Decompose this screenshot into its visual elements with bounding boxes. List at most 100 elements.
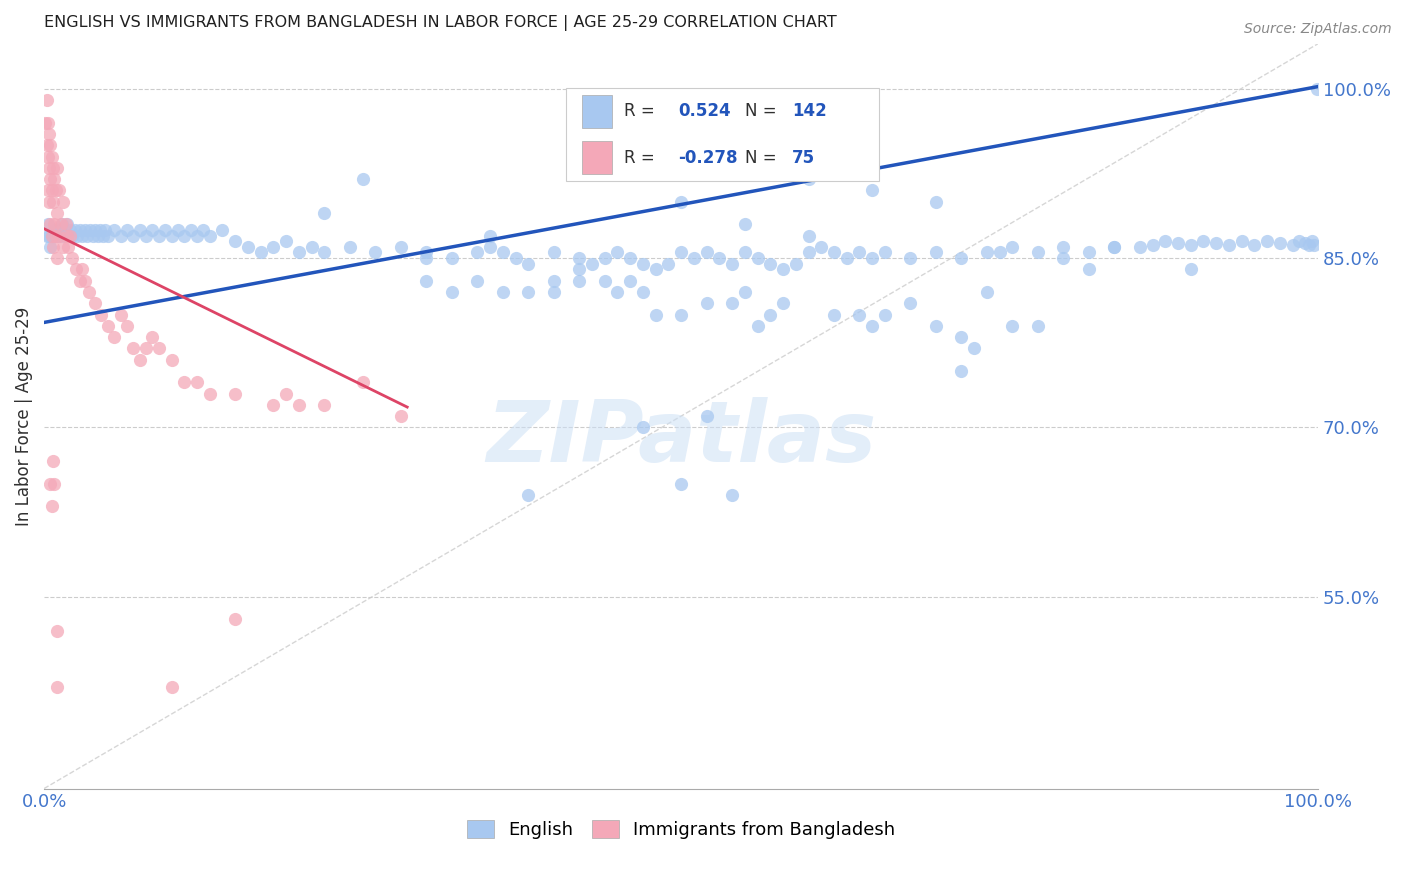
Point bbox=[465, 245, 488, 260]
Point bbox=[721, 296, 744, 310]
Point bbox=[517, 285, 540, 299]
Point bbox=[58, 240, 80, 254]
Point bbox=[37, 116, 59, 130]
Point bbox=[1303, 237, 1326, 252]
Point bbox=[45, 183, 67, 197]
Point bbox=[479, 240, 502, 254]
Point bbox=[772, 296, 794, 310]
Point bbox=[517, 257, 540, 271]
Point bbox=[38, 194, 60, 209]
Point bbox=[465, 274, 488, 288]
Text: -0.278: -0.278 bbox=[679, 149, 738, 167]
Point bbox=[581, 257, 603, 271]
Point bbox=[963, 342, 986, 356]
Point bbox=[389, 409, 412, 423]
Point bbox=[45, 680, 67, 694]
Text: ENGLISH VS IMMIGRANTS FROM BANGLADESH IN LABOR FORCE | AGE 25-29 CORRELATION CHA: ENGLISH VS IMMIGRANTS FROM BANGLADESH IN… bbox=[44, 15, 837, 31]
Point bbox=[1001, 318, 1024, 333]
Point bbox=[41, 149, 63, 163]
Point bbox=[148, 228, 170, 243]
Point bbox=[73, 223, 96, 237]
Point bbox=[90, 308, 112, 322]
Text: R =: R = bbox=[624, 103, 655, 120]
Point bbox=[122, 228, 145, 243]
Point bbox=[198, 228, 221, 243]
Point bbox=[72, 228, 94, 243]
Point bbox=[103, 223, 125, 237]
Point bbox=[1129, 240, 1152, 254]
Point bbox=[37, 149, 59, 163]
Text: 142: 142 bbox=[792, 103, 827, 120]
Point bbox=[657, 257, 679, 271]
Point bbox=[35, 138, 58, 153]
Point bbox=[262, 240, 284, 254]
Point bbox=[73, 274, 96, 288]
Point bbox=[1052, 240, 1074, 254]
Point bbox=[37, 183, 59, 197]
Point bbox=[797, 228, 820, 243]
Point bbox=[734, 285, 756, 299]
Point bbox=[950, 251, 973, 265]
Point bbox=[873, 308, 896, 322]
Point bbox=[58, 223, 80, 237]
Text: Source: ZipAtlas.com: Source: ZipAtlas.com bbox=[1244, 22, 1392, 37]
Point bbox=[48, 228, 70, 243]
Point bbox=[314, 245, 336, 260]
Point bbox=[1180, 237, 1202, 252]
Point bbox=[734, 217, 756, 231]
Point bbox=[415, 245, 437, 260]
Point bbox=[34, 116, 56, 130]
Point bbox=[873, 245, 896, 260]
Point bbox=[606, 245, 628, 260]
Text: R =: R = bbox=[624, 149, 655, 167]
Text: 0.524: 0.524 bbox=[679, 103, 731, 120]
Point bbox=[1104, 240, 1126, 254]
Point bbox=[734, 245, 756, 260]
FancyBboxPatch shape bbox=[567, 88, 879, 181]
Point bbox=[51, 217, 73, 231]
Point bbox=[759, 257, 782, 271]
Point bbox=[759, 308, 782, 322]
Point bbox=[1218, 237, 1240, 252]
Point bbox=[65, 262, 87, 277]
Text: ZIPatlas: ZIPatlas bbox=[486, 397, 876, 480]
Point bbox=[669, 194, 692, 209]
Point bbox=[288, 245, 311, 260]
Point bbox=[53, 228, 76, 243]
Point bbox=[797, 172, 820, 186]
Point bbox=[55, 217, 77, 231]
Text: N =: N = bbox=[745, 149, 776, 167]
Point bbox=[41, 228, 63, 243]
Point bbox=[35, 228, 58, 243]
Point bbox=[45, 161, 67, 175]
Point bbox=[42, 194, 65, 209]
Point bbox=[86, 228, 108, 243]
Point bbox=[193, 223, 215, 237]
Point bbox=[89, 223, 111, 237]
Point bbox=[115, 318, 138, 333]
Point bbox=[52, 194, 75, 209]
Y-axis label: In Labor Force | Age 25-29: In Labor Force | Age 25-29 bbox=[15, 307, 32, 525]
Point bbox=[543, 285, 565, 299]
Point bbox=[56, 228, 79, 243]
Point bbox=[593, 251, 616, 265]
Point bbox=[1104, 240, 1126, 254]
Point bbox=[153, 223, 176, 237]
Point bbox=[696, 245, 718, 260]
Point bbox=[42, 161, 65, 175]
Point bbox=[48, 228, 70, 243]
Point bbox=[1192, 234, 1215, 248]
Point bbox=[249, 245, 271, 260]
Point bbox=[45, 206, 67, 220]
Point bbox=[39, 172, 62, 186]
Point bbox=[797, 245, 820, 260]
Point bbox=[848, 308, 870, 322]
Point bbox=[352, 172, 374, 186]
Point bbox=[49, 217, 72, 231]
Point bbox=[389, 240, 412, 254]
Point bbox=[1301, 234, 1323, 248]
Point bbox=[173, 376, 195, 390]
Point bbox=[128, 223, 150, 237]
Point bbox=[38, 161, 60, 175]
Point bbox=[415, 274, 437, 288]
